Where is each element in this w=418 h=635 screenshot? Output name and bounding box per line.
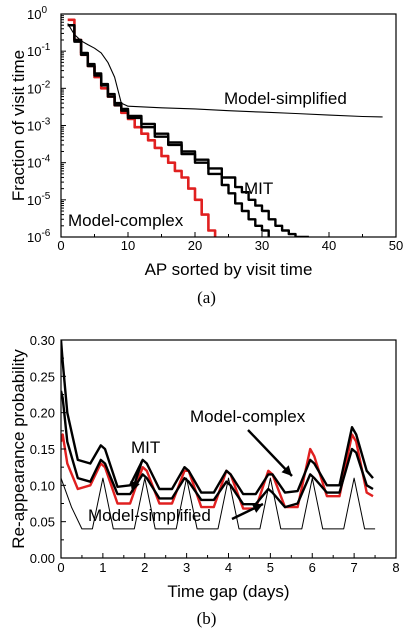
x-tick-label: 30 [255,238,269,253]
y-tick-label: 0.00 [30,551,55,566]
x-tick-label: 8 [392,560,399,575]
plot-frame [60,13,397,238]
x-tick-label: 10 [121,238,135,253]
series-line-4 [61,477,376,530]
x-tick-label: 50 [389,238,403,253]
annotation-arrowhead [130,480,140,492]
x-tick-label: 1 [99,560,106,575]
x-tick-label: 2 [141,560,148,575]
y-tick-label: 100 [27,5,47,22]
x-axis-label: Time gap (days) [167,582,289,601]
annotation-label: Model-simplified [224,89,347,108]
y-tick-label: 10-6 [27,228,51,245]
y-tick-label: 0.10 [30,478,55,493]
x-tick-label: 0 [57,238,64,253]
annotation-label: MIT [131,438,160,457]
y-tick-label: 0.20 [30,406,55,421]
series-line-3 [67,24,270,237]
series-line-1 [61,433,374,510]
y-tick-label: 0.15 [30,442,55,457]
panel-a: 0 10 20 30 40 50 100 10-1 10-2 10-3 10-4 10-5 10-6 AP… [9,5,403,307]
annotation-arrow [247,429,293,477]
series-line-2 [67,24,309,237]
y-tick-label: 0.25 [30,369,55,384]
x-tick-label: 40 [322,238,336,253]
annotation-arrowhead [251,503,263,513]
y-tick-label: 10-3 [27,117,51,134]
x-tick-label: 7 [351,560,358,575]
annotation-label: Model-simplified [88,506,211,525]
x-tick-label: 20 [188,238,202,253]
y-tick-label: 10-4 [27,154,51,171]
y-tick-label: 0.05 [30,515,55,530]
series-group [61,340,376,530]
y-axis-label: Re-appearance probability [9,349,28,549]
x-tick-label: 0 [57,560,64,575]
annotation-label: MIT [244,179,273,198]
series-group [67,18,383,237]
plot-frame [60,339,397,559]
annotation-arrowhead [281,465,292,476]
x-tick-label: 4 [225,560,232,575]
annotation-label: Model-complex [190,407,306,426]
panel-b: 0 1 2 3 4 5 6 7 8 0.00 0.05 0.10 0.15 0.20 0.25 0.30 Tim… [9,333,400,628]
y-tick-label: 10-2 [27,79,51,96]
panel-caption: (a) [197,288,216,307]
panel-caption: (b) [197,609,217,628]
y-tick-label: 0.30 [30,333,55,348]
series-line-3 [61,390,374,509]
x-tick-label: 3 [183,560,190,575]
y-axis-label: Fraction of visit time [9,50,28,201]
y-tick-label: 10-1 [27,42,51,59]
x-tick-label: 6 [309,560,316,575]
annotation-label: Model-complex [68,211,184,230]
series-line-4 [67,23,383,118]
x-tick-label: 5 [267,560,274,575]
y-tick-label: 10-5 [27,191,51,208]
series-line-2 [61,340,374,496]
x-axis-label: AP sorted by visit time [145,260,313,279]
